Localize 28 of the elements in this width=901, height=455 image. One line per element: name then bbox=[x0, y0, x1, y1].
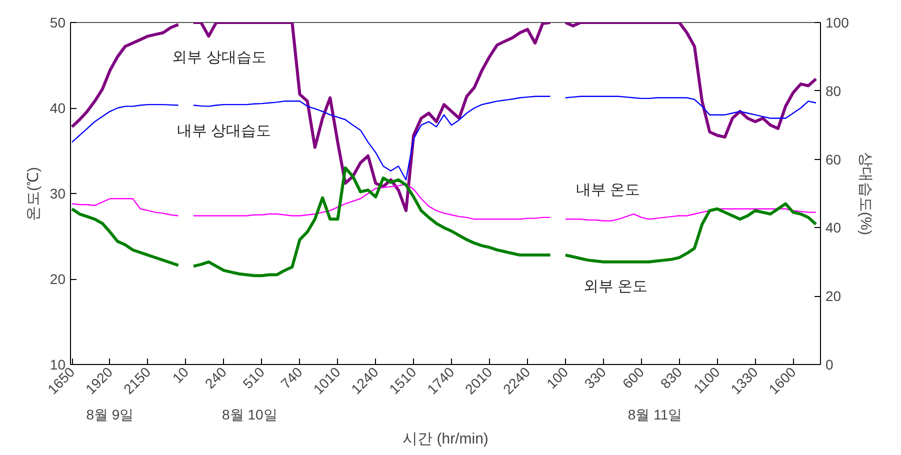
y-axis-title: 온도(℃) bbox=[24, 166, 42, 221]
x-tick-label: 600 bbox=[619, 364, 648, 392]
y-tick-label: 40 bbox=[50, 100, 66, 116]
y-tick-label: 20 bbox=[50, 271, 66, 287]
text: 8월 10일 bbox=[222, 406, 278, 422]
series-label: 외부 상대습도 bbox=[172, 49, 266, 66]
x-tick-label: 510 bbox=[240, 364, 268, 392]
y2-tick-label: 20 bbox=[826, 288, 842, 304]
series-label: 내부 온도 bbox=[576, 182, 640, 199]
x-tick-label: 830 bbox=[657, 364, 686, 392]
x-tick-label: 10 bbox=[169, 364, 192, 386]
x-tick-label: 740 bbox=[278, 364, 306, 392]
series-label: 내부 상대습도 bbox=[176, 122, 271, 140]
y-tick-label: 30 bbox=[50, 186, 66, 202]
text: 8월 9일 bbox=[86, 406, 134, 422]
series-label: 외부 온도 bbox=[583, 278, 648, 296]
x-tick-label: 100 bbox=[543, 364, 572, 392]
y-tick-label: 50 bbox=[50, 14, 66, 30]
x-axis-title: 시간 (hr/min) bbox=[402, 430, 488, 448]
x-tick-label: 330 bbox=[581, 364, 610, 392]
y2-tick-label: 0 bbox=[826, 356, 834, 372]
y2-tick-label: 40 bbox=[826, 220, 842, 236]
y2-tick-label: 100 bbox=[826, 14, 850, 30]
y2-axis-title: 상대습도(%) bbox=[856, 152, 874, 236]
text: 8월 11일 bbox=[628, 406, 682, 422]
y2-tick-label: 60 bbox=[826, 151, 842, 168]
y2-tick-label: 80 bbox=[826, 82, 842, 99]
x-tick-label: 240 bbox=[202, 364, 230, 392]
